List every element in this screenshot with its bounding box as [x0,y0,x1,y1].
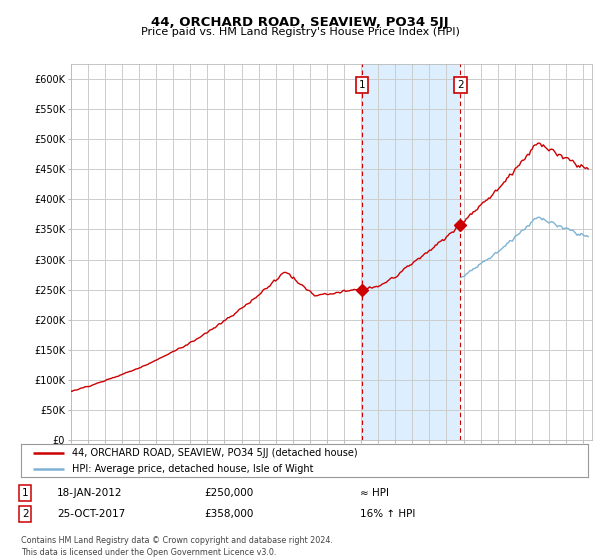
Text: HPI: Average price, detached house, Isle of Wight: HPI: Average price, detached house, Isle… [72,464,314,474]
Text: 25-OCT-2017: 25-OCT-2017 [57,509,125,519]
Text: ≈ HPI: ≈ HPI [360,488,389,498]
Bar [362,64,460,440]
Text: 18-JAN-2012: 18-JAN-2012 [57,488,122,498]
Text: 1: 1 [22,488,29,498]
Text: Price paid vs. HM Land Registry's House Price Index (HPI): Price paid vs. HM Land Registry's House … [140,27,460,37]
Text: 1: 1 [359,81,365,90]
Text: £358,000: £358,000 [204,509,253,519]
Text: 44, ORCHARD ROAD, SEAVIEW, PO34 5JJ: 44, ORCHARD ROAD, SEAVIEW, PO34 5JJ [151,16,449,29]
Text: £250,000: £250,000 [204,488,253,498]
Text: Contains HM Land Registry data © Crown copyright and database right 2024.
This d: Contains HM Land Registry data © Crown c… [21,536,333,557]
Text: 2: 2 [22,509,29,519]
Text: 2: 2 [457,81,464,90]
Text: 16% ↑ HPI: 16% ↑ HPI [360,509,415,519]
Text: 44, ORCHARD ROAD, SEAVIEW, PO34 5JJ (detached house): 44, ORCHARD ROAD, SEAVIEW, PO34 5JJ (det… [72,448,358,458]
